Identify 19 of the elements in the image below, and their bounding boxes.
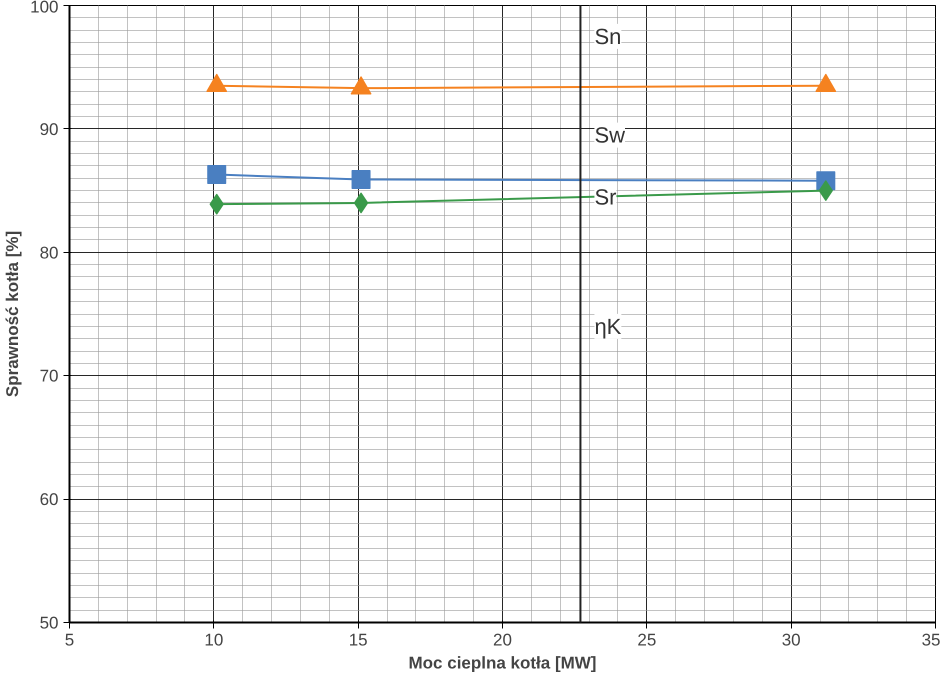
annotation: Sn xyxy=(594,24,622,49)
x-tick-label: 25 xyxy=(637,630,656,650)
x-tick-label: 20 xyxy=(493,630,512,650)
y-tick-label: 90 xyxy=(40,120,59,139)
annotation: Sw xyxy=(594,122,626,148)
x-axis-title: Moc cieplna kotła [MW] xyxy=(408,654,596,672)
annotation: Sr xyxy=(594,184,616,210)
x-tick-label: 15 xyxy=(348,630,368,650)
y-tick-label: 70 xyxy=(40,366,59,386)
x-tick-label: 35 xyxy=(922,630,941,650)
x-tick-label: 30 xyxy=(782,630,801,650)
y-axis-title: Sprawność kotła [%] xyxy=(3,230,22,398)
y-tick-label: 100 xyxy=(30,0,59,16)
y-tick-label: 50 xyxy=(40,614,59,632)
y-tick-label: 60 xyxy=(40,490,59,510)
y-tick-label: 80 xyxy=(40,243,59,262)
x-tick-label: 10 xyxy=(204,630,224,650)
x-tick-label: 5 xyxy=(64,630,74,650)
annotation: ηK xyxy=(594,314,622,339)
